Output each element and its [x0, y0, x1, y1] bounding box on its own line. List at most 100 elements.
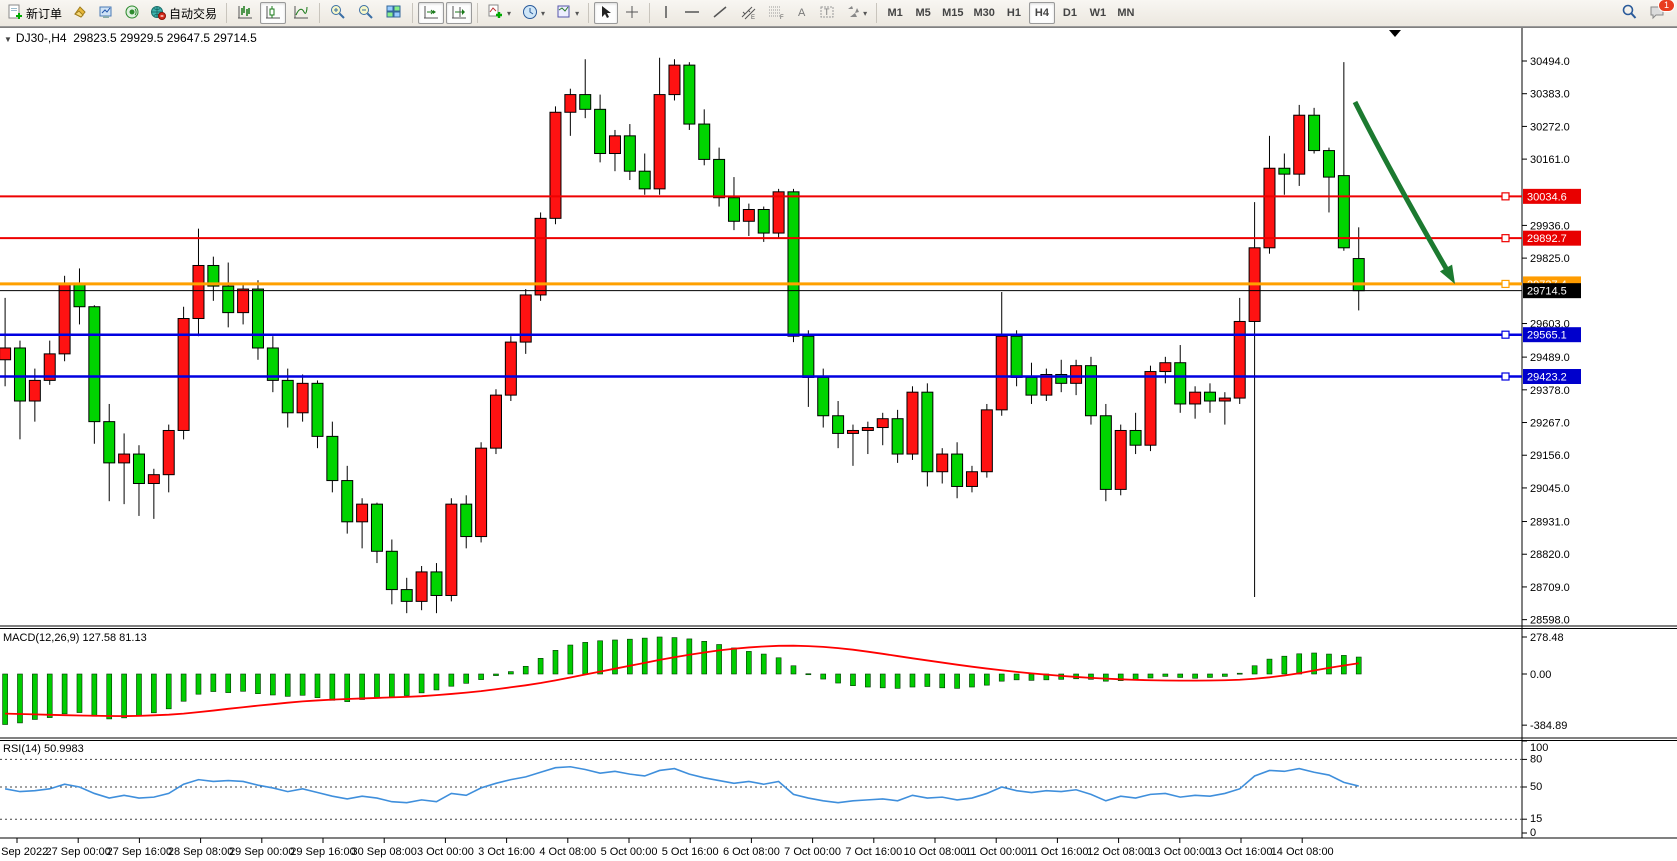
crosshair-tool-button[interactable]	[620, 2, 644, 24]
tile-windows-icon	[385, 3, 403, 24]
timeframe-h4-button[interactable]: H4	[1028, 2, 1055, 24]
svg-text:29825.0: 29825.0	[1530, 253, 1570, 265]
indicators-button[interactable]: ▾	[483, 2, 515, 24]
svg-text:28 Sep 08:00: 28 Sep 08:00	[168, 846, 233, 858]
auto-trading-icon	[150, 4, 167, 23]
sound-icon	[124, 4, 140, 23]
timeframe-m30-button[interactable]: M30	[973, 7, 995, 19]
svg-text:3 Oct 00:00: 3 Oct 00:00	[417, 846, 474, 858]
chart-shift-button[interactable]	[446, 2, 473, 24]
svg-text:30 Sep 08:00: 30 Sep 08:00	[351, 846, 416, 858]
zoom-out-icon	[357, 3, 375, 24]
toolbar-separator	[477, 3, 479, 23]
svg-text:0.00: 0.00	[1530, 669, 1551, 681]
svg-text:50: 50	[1530, 781, 1542, 793]
svg-text:29045.0: 29045.0	[1530, 483, 1570, 495]
candlestick-chart[interactable]: 30494.0 30383.0 30272.0 30161.0 29936.0 29825…	[0, 27, 1677, 861]
candles-layer	[0, 57, 1365, 614]
svg-text:28709.0: 28709.0	[1530, 582, 1570, 594]
candlestick-chart-icon	[264, 3, 282, 24]
search-button[interactable]	[1616, 2, 1642, 24]
chart-symbol-period: DJ30-,H4	[15, 31, 67, 45]
svg-text:E: E	[751, 15, 755, 20]
trendline-tool-button[interactable]	[707, 2, 733, 24]
quotes-button[interactable]	[68, 2, 92, 24]
svg-text:11 Oct 16:00: 11 Oct 16:00	[1026, 846, 1088, 858]
svg-text:30272.0: 30272.0	[1530, 121, 1570, 133]
vertical-line-tool-button[interactable]	[655, 2, 677, 24]
svg-text:29714.5: 29714.5	[1527, 286, 1567, 298]
channel-tool-button[interactable]: E	[735, 2, 761, 24]
sound-button[interactable]	[120, 2, 144, 24]
label-tool-button[interactable]: T	[815, 2, 839, 24]
svg-text:28598.0: 28598.0	[1530, 615, 1570, 627]
horizontal-line-tool-button[interactable]	[679, 2, 705, 24]
timeframe-w1-button[interactable]: W1	[1089, 7, 1107, 19]
chevron-down-icon: ▾	[863, 8, 868, 18]
svg-text:15: 15	[1530, 813, 1542, 825]
line-chart-button[interactable]	[288, 2, 314, 24]
svg-text:-384.89: -384.89	[1530, 720, 1567, 732]
fibonacci-icon: F	[767, 4, 785, 23]
toolbar-separator	[226, 3, 228, 23]
svg-text:29936.0: 29936.0	[1530, 220, 1570, 232]
templates-button[interactable]: ▾	[551, 2, 583, 24]
timeframe-mn-button[interactable]: MN	[1117, 7, 1135, 19]
zoom-in-button[interactable]	[325, 2, 351, 24]
svg-text:14 Oct 08:00: 14 Oct 08:00	[1271, 846, 1334, 858]
timeframe-group: M1 M5 M15 M30 H1 H4 D1 W1 MN	[881, 2, 1140, 24]
shapes-button[interactable]: ▾	[841, 2, 871, 24]
hlines-layer[interactable]	[0, 192, 1522, 381]
trend-arrow-annotation[interactable]	[1352, 100, 1455, 284]
timeframe-m15-button[interactable]: M15	[942, 7, 964, 19]
toolbar-separator	[876, 3, 878, 23]
fibonacci-tool-button[interactable]: F	[763, 2, 789, 24]
svg-text:29378.0: 29378.0	[1530, 385, 1570, 397]
templates-icon	[555, 3, 573, 24]
svg-text:278.48: 278.48	[1530, 632, 1564, 644]
bar-chart-button[interactable]	[232, 2, 258, 24]
timeframe-m5-button[interactable]: M5	[915, 7, 931, 19]
timeframe-h1-button[interactable]: H1	[1006, 7, 1021, 19]
timeframe-d1-button[interactable]: D1	[1062, 7, 1077, 19]
auto-trading-button[interactable]: 自动交易	[146, 2, 221, 24]
clock-icon	[521, 3, 539, 24]
svg-text:27 Sep 00:00: 27 Sep 00:00	[45, 846, 110, 858]
market-watch-button[interactable]	[94, 2, 118, 24]
cursor-tool-button[interactable]	[594, 2, 619, 24]
text-tool-button[interactable]: A	[791, 2, 813, 24]
chart-shift-marker[interactable]	[1389, 30, 1401, 37]
svg-text:12 Oct 08:00: 12 Oct 08:00	[1087, 846, 1150, 858]
zoom-out-button[interactable]	[353, 2, 379, 24]
svg-text:27 Sep 16:00: 27 Sep 16:00	[107, 846, 172, 858]
zoom-in-icon	[329, 3, 347, 24]
svg-text:29267.0: 29267.0	[1530, 418, 1570, 430]
svg-text:30494.0: 30494.0	[1530, 56, 1570, 68]
chart-ohlc-values: 29823.5 29929.5 29647.5 29714.5	[73, 31, 257, 45]
periods-button[interactable]: ▾	[517, 2, 549, 24]
svg-text:F: F	[780, 15, 784, 20]
macd-pane	[2, 636, 1362, 725]
new-order-icon	[7, 4, 23, 23]
collapse-triangle-icon[interactable]: ▼	[4, 35, 12, 44]
channel-icon: E	[739, 4, 757, 23]
market-watch-icon	[98, 4, 114, 23]
new-order-label: 新订单	[26, 6, 63, 21]
svg-text:13 Oct 00:00: 13 Oct 00:00	[1148, 846, 1211, 858]
notifications-button[interactable]: 1	[1644, 0, 1675, 24]
svg-text:29 Sep 16:00: 29 Sep 16:00	[290, 846, 355, 858]
auto-scroll-button[interactable]	[418, 2, 445, 24]
svg-text:29156.0: 29156.0	[1530, 450, 1570, 462]
chart-title: ▼ DJ30-,H4 29823.5 29929.5 29647.5 29714.…	[4, 31, 257, 45]
new-order-button[interactable]: 新订单	[3, 2, 66, 24]
candlestick-chart-button[interactable]	[260, 2, 287, 24]
svg-text:7 Oct 16:00: 7 Oct 16:00	[845, 846, 902, 858]
timeframe-m1-button[interactable]: M1	[887, 7, 903, 19]
svg-text:80: 80	[1530, 753, 1542, 765]
chevron-down-icon: ▾	[541, 8, 546, 18]
label-icon: T	[819, 4, 835, 23]
svg-text:28820.0: 28820.0	[1530, 549, 1570, 561]
quotes-icon	[72, 4, 88, 23]
toolbar-separator	[588, 3, 590, 23]
tile-windows-button[interactable]	[381, 2, 407, 24]
